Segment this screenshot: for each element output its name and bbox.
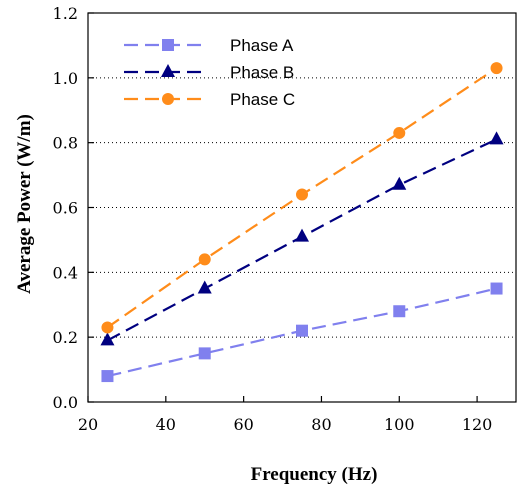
y-tick-label-5: 1.0: [53, 69, 78, 88]
ticks: 0.0 0.2 0.4 0.6 0.8 1.0 1.2 20 40 60 80 100 120: [53, 4, 493, 434]
data-point-0-0: [101, 370, 114, 383]
x-axis-title: Frequency (Hz): [251, 464, 378, 485]
grid: [88, 12, 516, 338]
y-tick-label-3: 0.6: [53, 199, 78, 218]
series-2: [101, 62, 503, 334]
series-0: [101, 282, 503, 383]
y-axis-title: Average Power (W/m): [14, 114, 35, 294]
y-tick-label-1: 0.2: [53, 328, 78, 347]
legend: Phase A Phase B Phase C: [124, 36, 295, 109]
legend-label-1: Phase B: [230, 63, 294, 82]
series-1: [100, 131, 504, 346]
data-point-2-2: [296, 188, 308, 201]
y-tick-label-6: 1.2: [53, 4, 78, 23]
legend-marker-0: [162, 39, 174, 51]
y-tick-label-4: 0.8: [53, 134, 78, 153]
series-group: [100, 62, 504, 383]
x-tick-label-4: 100: [384, 415, 415, 434]
x-tick-label-1: 40: [156, 415, 176, 434]
data-point-0-1: [198, 347, 211, 360]
data-point-2-0: [101, 321, 114, 334]
data-point-0-3: [393, 305, 406, 318]
legend-label-2: Phase C: [230, 90, 295, 109]
legend-marker-2: [162, 93, 174, 105]
data-point-1-0: [100, 332, 115, 346]
data-point-2-3: [393, 126, 406, 139]
x-tick-label-3: 80: [311, 415, 331, 434]
data-point-1-3: [392, 176, 407, 190]
x-tick-label-0: 20: [78, 415, 98, 434]
legend-marker-1: [161, 64, 175, 77]
data-point-2-4: [490, 62, 503, 75]
y-tick-label-0: 0.0: [53, 393, 78, 412]
data-point-1-2: [295, 228, 309, 242]
x-tick-label-5: 120: [462, 415, 493, 434]
x-tick-label-2: 60: [233, 415, 253, 434]
data-point-0-4: [490, 282, 503, 295]
y-tick-label-2: 0.4: [53, 263, 78, 282]
legend-label-0: Phase A: [230, 36, 294, 55]
data-point-2-1: [198, 253, 211, 266]
data-point-1-4: [489, 131, 504, 145]
data-point-1-1: [197, 280, 212, 294]
data-point-0-2: [296, 324, 308, 337]
